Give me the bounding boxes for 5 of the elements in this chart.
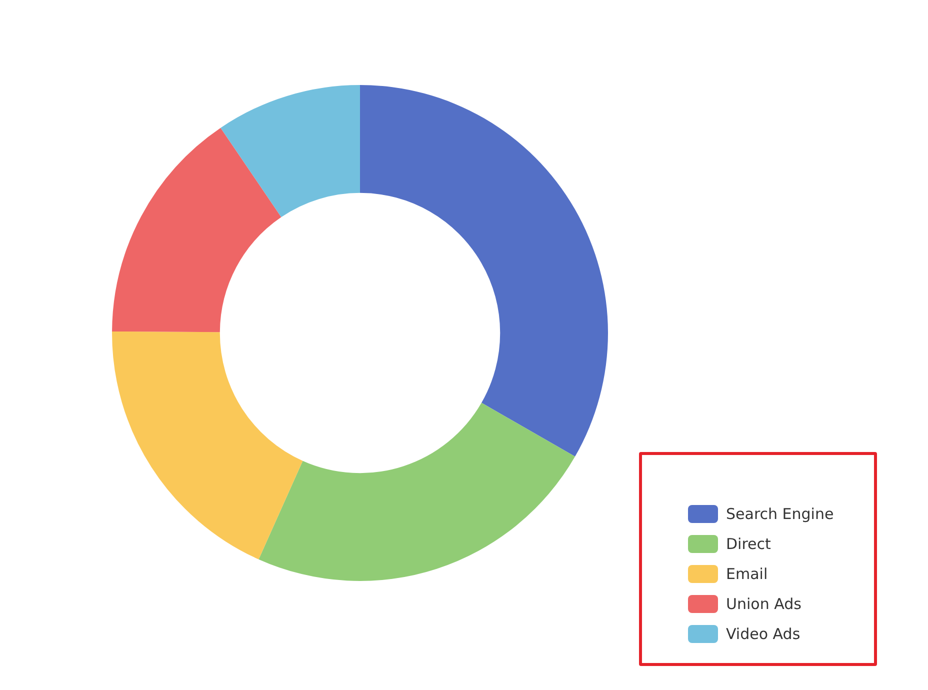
legend-label: Video Ads: [726, 625, 800, 643]
legend-label: Search Engine: [726, 505, 834, 523]
legend-label: Direct: [726, 535, 771, 553]
legend-label: Union Ads: [726, 595, 802, 613]
legend-label: Email: [726, 565, 768, 583]
